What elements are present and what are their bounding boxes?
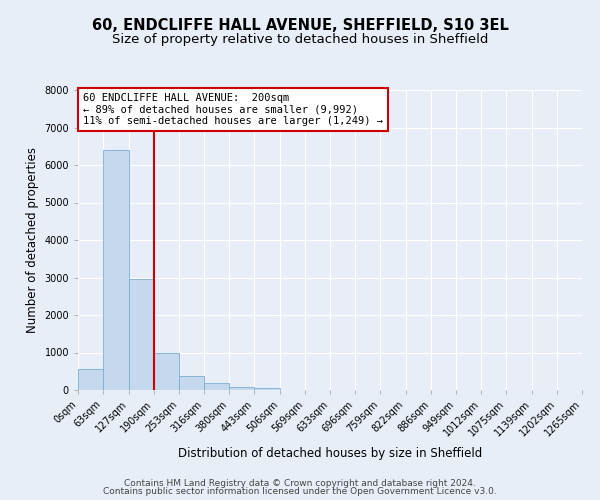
Bar <box>204 384 229 390</box>
Bar <box>154 352 179 390</box>
Bar <box>229 386 254 390</box>
Text: Contains public sector information licensed under the Open Government Licence v3: Contains public sector information licen… <box>103 487 497 496</box>
Text: 60 ENDCLIFFE HALL AVENUE:  200sqm
← 89% of detached houses are smaller (9,992)
1: 60 ENDCLIFFE HALL AVENUE: 200sqm ← 89% o… <box>83 93 383 126</box>
Text: Size of property relative to detached houses in Sheffield: Size of property relative to detached ho… <box>112 32 488 46</box>
Text: 60, ENDCLIFFE HALL AVENUE, SHEFFIELD, S10 3EL: 60, ENDCLIFFE HALL AVENUE, SHEFFIELD, S1… <box>92 18 508 32</box>
Y-axis label: Number of detached properties: Number of detached properties <box>26 147 39 333</box>
Bar <box>254 388 280 390</box>
Text: Contains HM Land Registry data © Crown copyright and database right 2024.: Contains HM Land Registry data © Crown c… <box>124 478 476 488</box>
Bar <box>103 150 128 390</box>
Bar <box>179 376 204 390</box>
Bar <box>128 280 154 390</box>
Bar <box>78 369 103 390</box>
X-axis label: Distribution of detached houses by size in Sheffield: Distribution of detached houses by size … <box>178 446 482 460</box>
